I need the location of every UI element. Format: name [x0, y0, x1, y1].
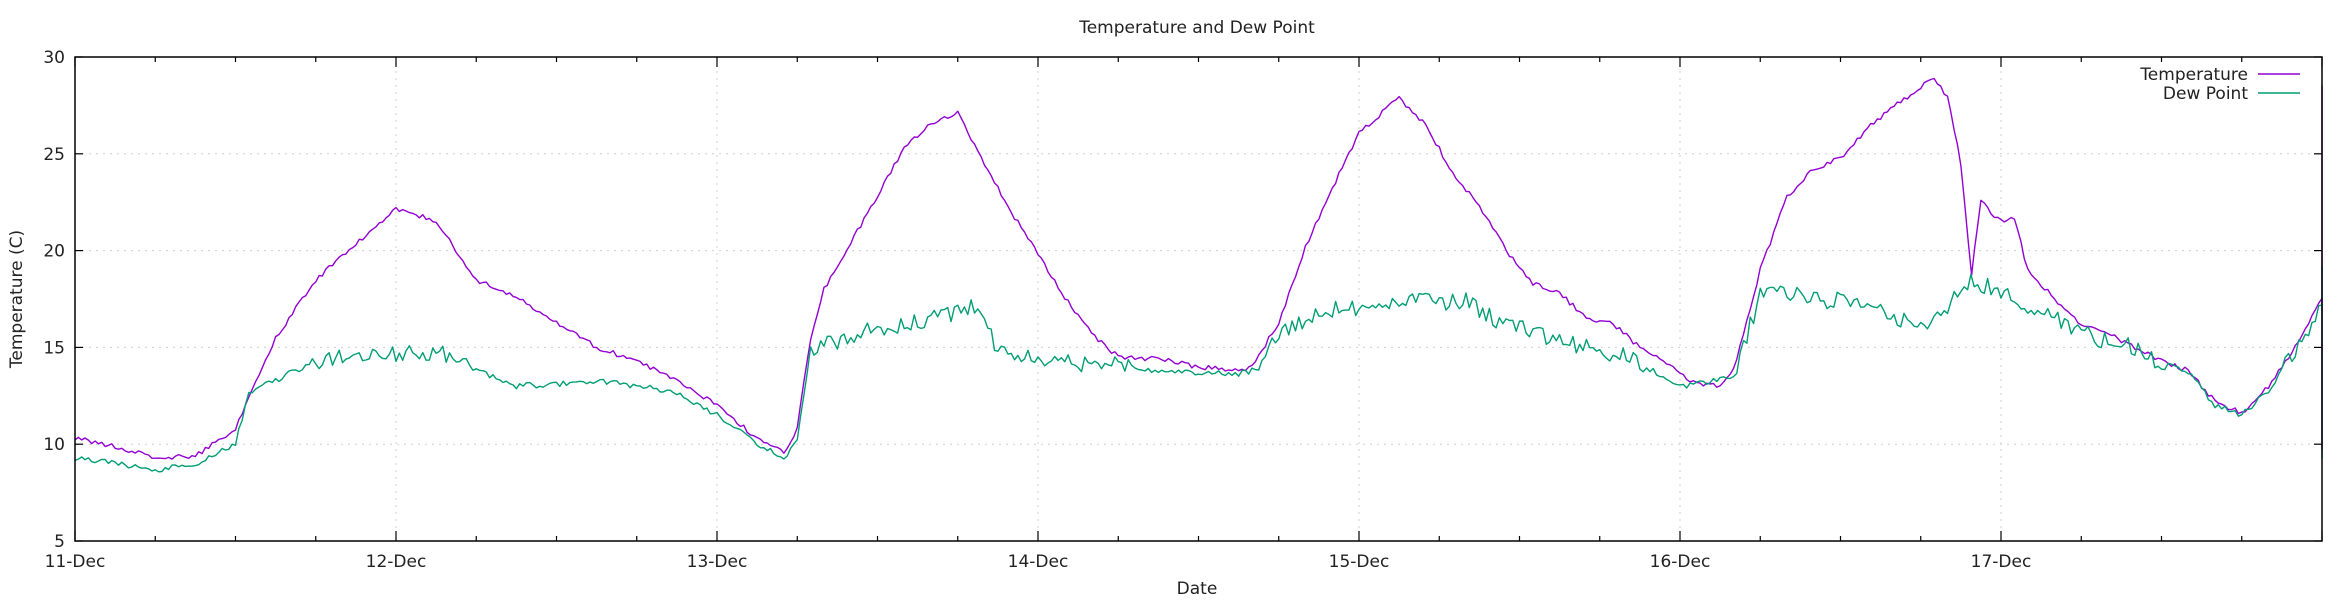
grid: [75, 57, 2322, 541]
x-tick-labels: 11-Dec 12-Dec 13-Dec 14-Dec 15-Dec 16-Dec 17-D…: [45, 552, 2032, 572]
y-tick-labels: 5 10 15 20 25 30: [43, 48, 65, 552]
legend-label: Temperature: [2139, 65, 2248, 85]
y-tick-label: 5: [54, 532, 65, 552]
x-tick-label: 13-Dec: [687, 552, 748, 572]
y-tick-label: 25: [43, 145, 65, 165]
legend-label: Dew Point: [2163, 84, 2248, 104]
series-line-dew-point: [74, 265, 2323, 473]
y-tick-label: 15: [43, 338, 65, 358]
y-tick-label: 20: [43, 242, 65, 262]
y-tick-label: 10: [43, 435, 65, 455]
y-tick-label: 30: [43, 48, 65, 68]
y-axis-title: Temperature (C): [7, 230, 27, 369]
x-tick-label: 11-Dec: [45, 552, 106, 572]
plot-frame: [74, 56, 2323, 542]
series-line-temperature: [74, 77, 2323, 460]
chart-title: Temperature and Dew Point: [1078, 18, 1315, 38]
x-tick-label: 15-Dec: [1329, 552, 1390, 572]
x-tick-label: 12-Dec: [366, 552, 427, 572]
x-tick-label: 16-Dec: [1650, 552, 1711, 572]
x-tick-label: 14-Dec: [1008, 552, 1069, 572]
x-tick-label: 17-Dec: [1971, 552, 2032, 572]
x-axis-title: Date: [1177, 579, 1218, 599]
data-lines: [74, 77, 2323, 473]
ticks: [74, 56, 2323, 542]
